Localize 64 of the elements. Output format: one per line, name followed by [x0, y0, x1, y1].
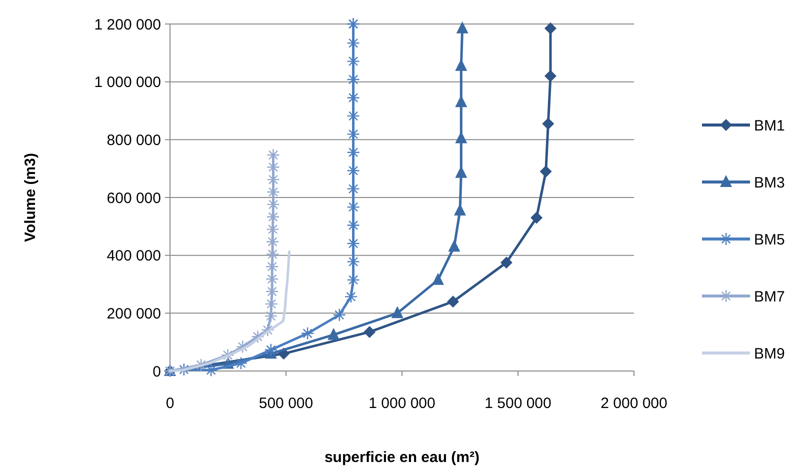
point: [364, 326, 376, 338]
point: [266, 235, 280, 248]
point: [328, 328, 340, 340]
point: [447, 296, 460, 308]
point: [544, 70, 556, 82]
y-tick-label: 200 000: [106, 305, 161, 322]
point: [544, 22, 556, 34]
point: [236, 340, 250, 354]
point: [456, 21, 468, 34]
x-tick-label: 1 000 000: [368, 395, 436, 412]
point: [266, 210, 280, 224]
point: [540, 165, 552, 178]
point: [346, 182, 360, 196]
point: [300, 326, 314, 340]
point: [346, 72, 360, 86]
legend-label: BM1: [754, 117, 785, 134]
point: [265, 272, 279, 286]
legend-label: BM5: [754, 231, 785, 248]
y-tick-label: 400 000: [106, 248, 161, 265]
point: [346, 255, 360, 268]
point: [346, 218, 360, 232]
point: [530, 212, 543, 224]
x-tick-label: 0: [166, 395, 174, 412]
point: [264, 309, 278, 323]
point: [194, 358, 208, 372]
point: [500, 256, 512, 269]
y-tick-label: 600 000: [106, 190, 161, 207]
point: [266, 160, 280, 174]
point: [391, 306, 404, 318]
y-tick-label: 0: [152, 363, 161, 380]
point: [221, 348, 234, 362]
x-axis-title: superficie en eau (m²): [324, 449, 480, 466]
legend-label: BM7: [754, 288, 785, 306]
point: [542, 118, 554, 130]
point: [346, 146, 360, 159]
point: [346, 109, 360, 123]
point: [264, 343, 278, 356]
x-tick-label: 1 500 000: [484, 395, 552, 412]
point: [265, 260, 279, 274]
point: [346, 128, 360, 141]
y-tick-label: 800 000: [106, 132, 161, 149]
legend-label: BM9: [754, 345, 785, 362]
y-tick-label: 1 000 000: [94, 74, 161, 92]
point: [346, 164, 360, 178]
y-tick-label: 1 200 000: [94, 16, 161, 34]
point: [266, 198, 280, 212]
point: [346, 91, 360, 104]
point: [346, 200, 360, 214]
point: [332, 308, 346, 322]
point: [346, 54, 360, 68]
point: [234, 356, 248, 370]
x-tick-label: 2 000 000: [600, 395, 668, 412]
point: [346, 236, 360, 250]
x-tick-label: 500 000: [258, 395, 314, 412]
legend-label: BM3: [754, 174, 785, 192]
point: [344, 290, 358, 304]
point: [266, 148, 280, 162]
point: [265, 284, 279, 298]
point: [346, 273, 360, 287]
point: [432, 272, 444, 285]
y-axis-title: Volume (m3): [22, 153, 39, 242]
point: [448, 240, 460, 252]
point: [266, 222, 280, 236]
point: [266, 248, 280, 261]
